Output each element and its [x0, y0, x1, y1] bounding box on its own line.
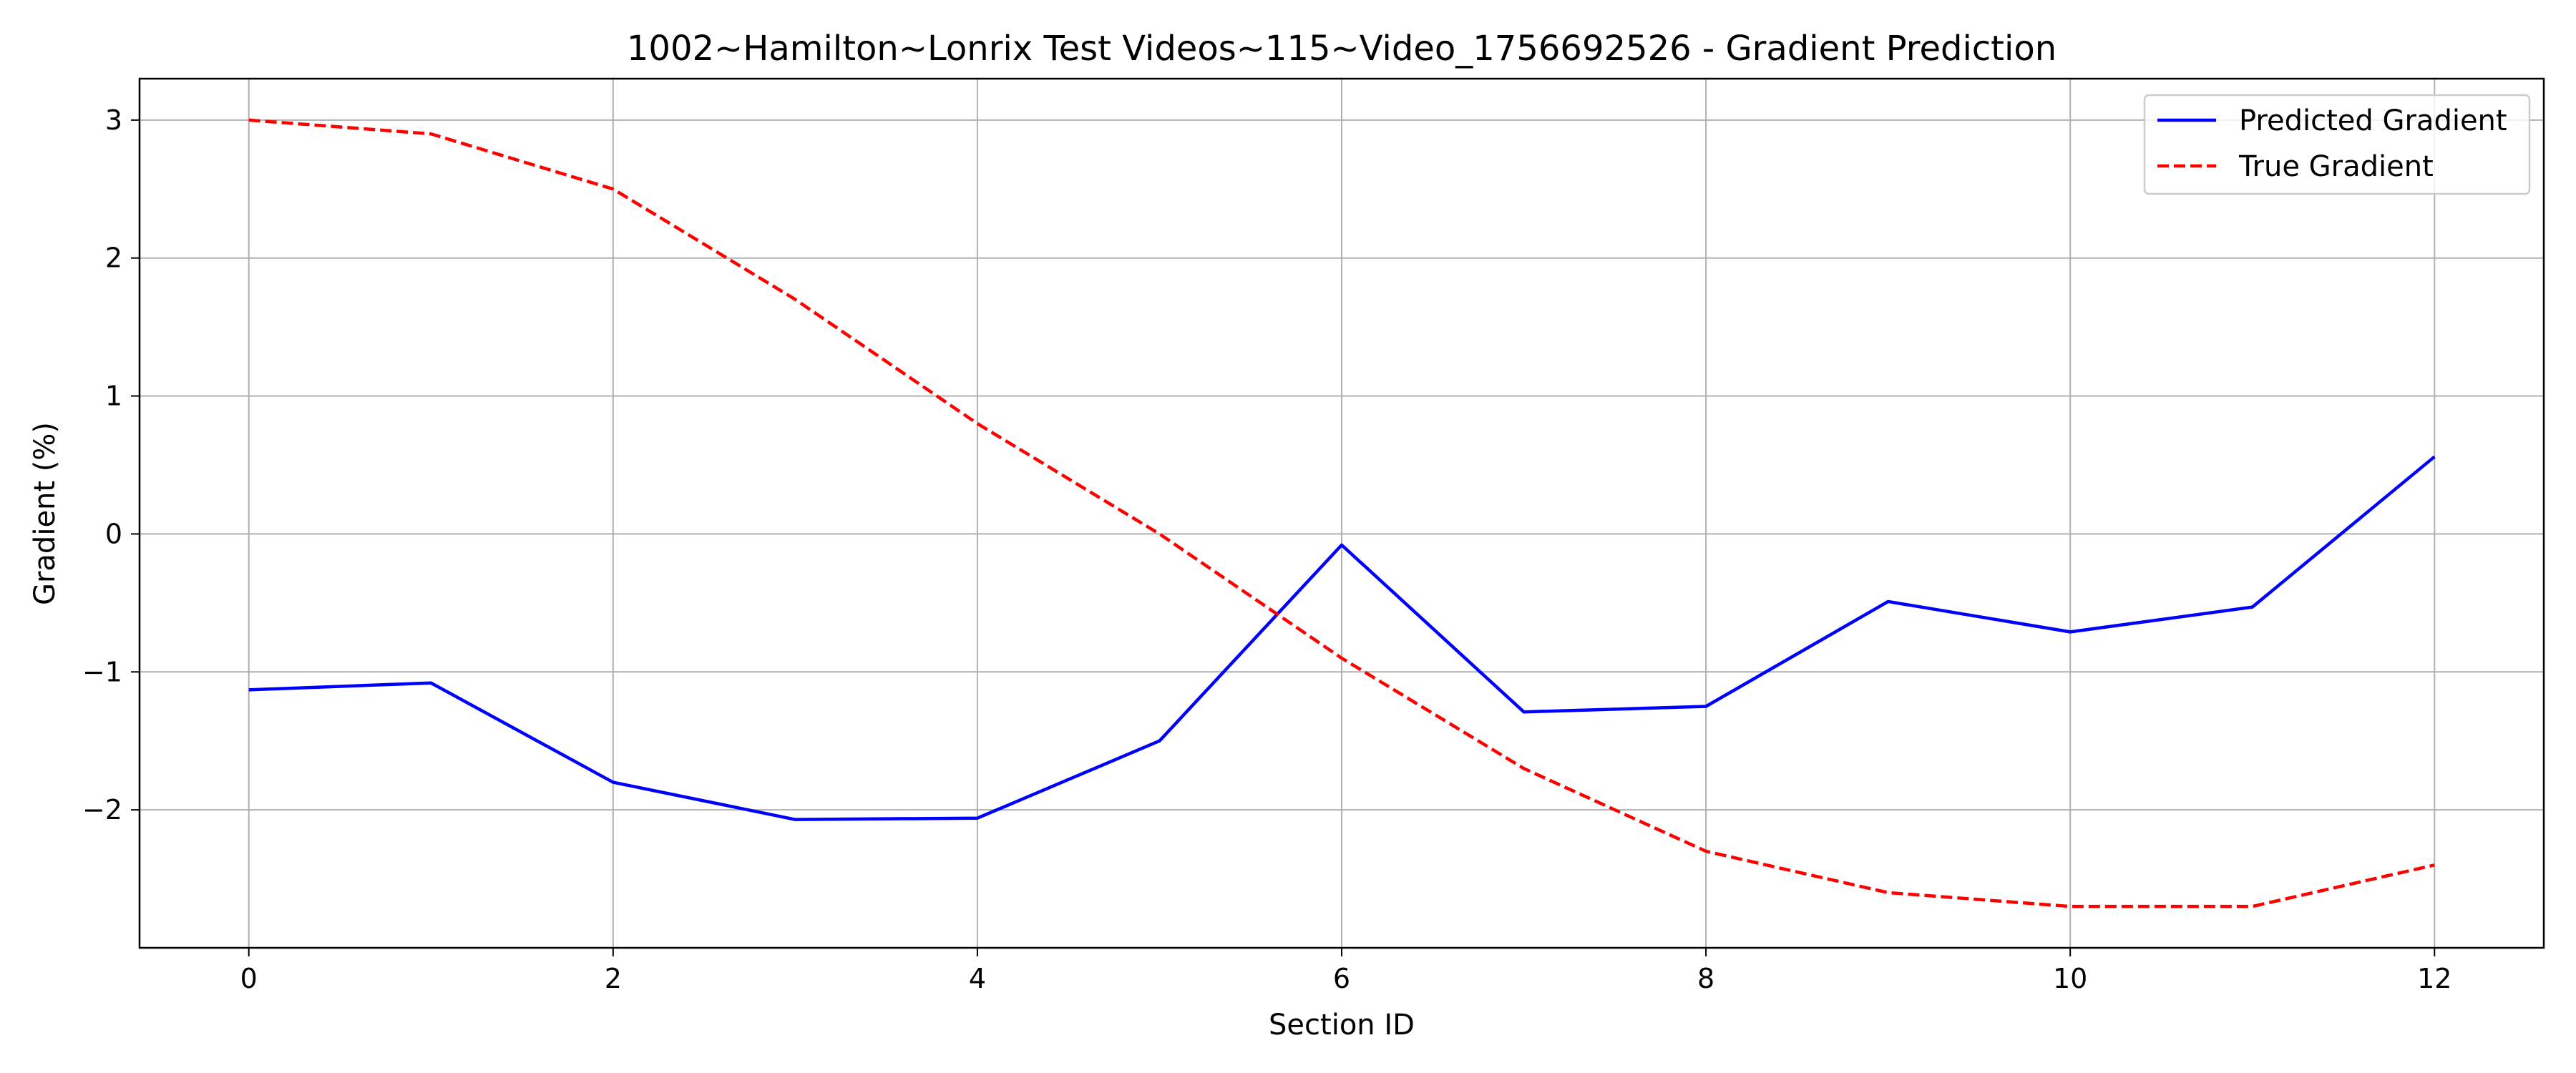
y-tick-label: −1	[82, 656, 122, 687]
x-tick-label: 8	[1697, 963, 1714, 994]
y-tick-label: 2	[105, 242, 122, 274]
y-tick-label: 3	[105, 104, 122, 136]
x-tick-label: 6	[1333, 963, 1350, 994]
series-lines	[248, 118, 2436, 908]
legend-label-predicted-gradient: Predicted Gradient	[2239, 104, 2507, 137]
legend-box	[2143, 94, 2531, 195]
series-line-true-gradient	[248, 118, 2435, 908]
x-axis-ticks: 0 2 4 6 8 10 12	[240, 948, 2451, 994]
x-tick-label: 4	[969, 963, 986, 994]
x-tick-label: 0	[240, 963, 258, 994]
series-line-predicted-gradient	[248, 455, 2436, 821]
x-tick-label: 12	[2417, 963, 2451, 994]
legend-label-true-gradient: True Gradient	[2238, 150, 2434, 183]
x-axis-label: Section ID	[1269, 1009, 1415, 1042]
grid-lines	[140, 79, 2544, 948]
y-axis-label: Gradient (%)	[29, 422, 62, 605]
chart-title: 1002~Hamilton~Lonrix Test Videos~115~Vid…	[627, 29, 2057, 69]
y-tick-label: −2	[82, 794, 122, 825]
legend: Predicted Gradient True Gradient	[2143, 94, 2531, 195]
y-axis-ticks: 3 2 1 0 −1 −2	[82, 104, 140, 825]
y-tick-label: 1	[105, 381, 122, 412]
x-tick-label: 10	[2053, 963, 2087, 994]
x-tick-label: 2	[605, 963, 622, 994]
y-tick-label: 0	[105, 518, 122, 549]
